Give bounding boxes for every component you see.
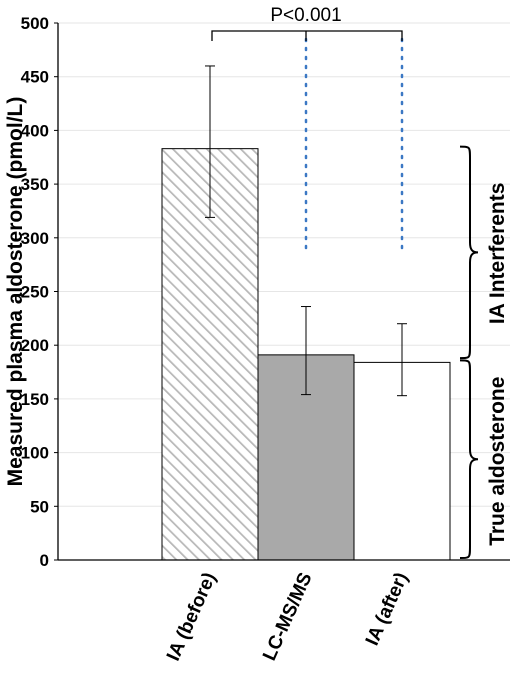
x-category-label: LC-MS/MS	[259, 569, 316, 663]
y-tick-label: 500	[21, 14, 49, 33]
ia-interferents-label: IA Interferents	[486, 183, 509, 325]
bars	[161, 65, 451, 561]
y-tick-label: 300	[21, 229, 49, 248]
y-tick-label: 350	[21, 175, 49, 194]
y-tick-label: 150	[21, 390, 49, 409]
significance-bracket: P<0.001	[211, 5, 403, 41]
y-tick-label: 250	[21, 283, 49, 302]
gridlines	[58, 22, 510, 507]
interferents-brace	[459, 145, 479, 360]
dotted-lines	[304, 37, 404, 257]
y-tick-label: 450	[21, 68, 49, 87]
true-aldosterone-brace	[459, 359, 479, 559]
y-tick-label: 0	[40, 551, 49, 570]
significance-bracket-line	[211, 30, 403, 41]
y-tick-label: 50	[30, 497, 49, 516]
true-aldosterone-label: True aldosterone	[486, 377, 509, 546]
y-axis-label: Measured plasma aldosterone (pmol/L)	[4, 97, 27, 487]
y-tick-label: 400	[21, 121, 49, 140]
y-axis: 0 50 100 150 200 250 300 350 400 450 500	[21, 14, 510, 570]
y-tick-label: 100	[21, 444, 49, 463]
x-category-label: IA (after)	[362, 569, 413, 648]
x-category-label: IA (before)	[163, 569, 221, 664]
side-brackets	[459, 145, 479, 559]
y-tick-label: 200	[21, 336, 49, 355]
significance-label: P<0.001	[270, 5, 341, 26]
